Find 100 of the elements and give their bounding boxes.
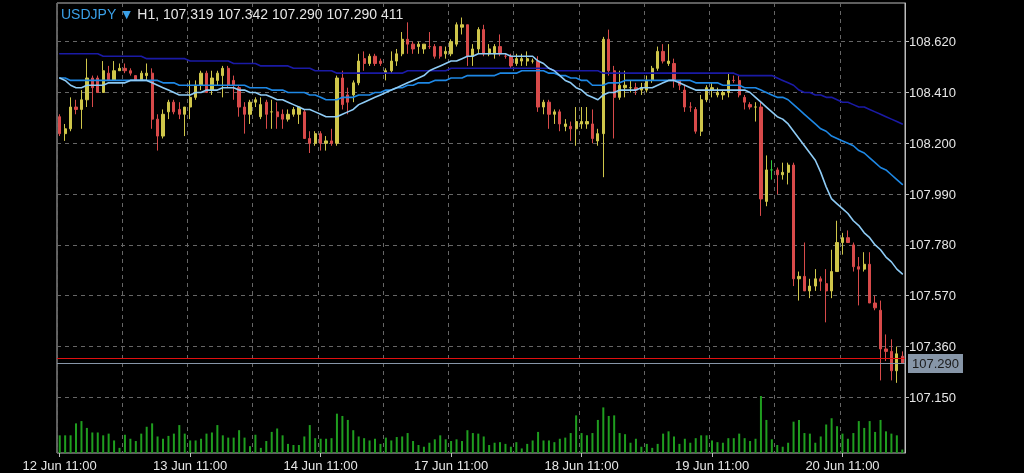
candlestick [466,24,469,67]
candlestick [346,87,349,115]
bar [118,447,121,453]
bar [672,436,675,453]
bar [433,439,436,453]
bar [613,415,616,453]
candlestick [868,251,871,304]
bar [178,425,181,453]
bar [575,415,578,453]
candlestick [781,162,784,181]
candlestick [591,108,594,144]
bar [520,448,523,453]
y-tick-label: 107.780 [909,237,956,253]
candlestick [161,108,165,139]
candlestick [330,128,333,147]
x-tick-label: 20 Jun 11:00 [805,458,880,473]
bar [836,426,839,453]
candlestick [401,31,404,57]
candlestick [129,67,132,77]
candlestick [558,108,561,132]
y-tick-label: 107.990 [909,186,956,202]
ref-line-label: 107.290 [912,355,959,371]
bar [319,438,322,453]
bar [346,419,349,453]
bar [172,433,175,453]
bar [515,442,518,453]
candlestick [216,70,219,86]
bar [156,436,159,453]
bar [569,433,572,453]
y-tick-label: 108.410 [909,85,956,101]
bar [618,433,621,453]
candlestick [748,101,752,110]
bar [721,442,724,453]
candlestick [151,67,154,130]
chart-title: USDJPY ▼ H1, 107.319 107.342 107.290 107.290 411 [61,6,404,22]
candlestick [417,41,420,55]
y-tick-label: 107.570 [909,288,956,304]
bar [586,435,588,453]
candlestick [520,53,523,67]
candlestick [857,256,860,306]
candlestick [335,75,339,147]
bar [450,441,453,453]
candlestick [596,128,599,147]
candlestick [656,46,659,72]
line-series [58,53,904,275]
bar [91,432,94,453]
candlestick [248,99,252,125]
candlestick [895,346,898,384]
candlestick [863,251,866,273]
candlestick [640,82,643,96]
bar [395,437,398,453]
bar [868,421,871,453]
candlestick [221,65,224,98]
bar [814,442,817,453]
candlestick [455,21,458,48]
bar [662,433,665,453]
candlestick [787,162,790,185]
bar [64,435,67,453]
candlestick [237,84,241,118]
bar [460,441,463,453]
candlestick [716,87,719,98]
bar [303,436,306,453]
bar [879,419,882,453]
bar [352,430,355,453]
candlestick [700,94,703,137]
candlestick [754,101,757,123]
bar [390,440,393,453]
candlestick [112,60,116,81]
x-tick-label: 12 Jun 11:00 [22,458,97,473]
candlestick [825,268,828,323]
bar [558,438,561,453]
bar [482,436,485,453]
bar [287,443,290,453]
bar [499,442,502,453]
candlestick [140,70,143,81]
bar [85,427,88,453]
candlestick [373,53,377,67]
bar [248,446,251,453]
bar [825,424,828,453]
candlestick [721,89,725,101]
candlestick [553,108,556,125]
bar [308,425,311,453]
bar [113,440,116,453]
bar [895,435,898,453]
bar [102,435,105,453]
bar [754,438,757,453]
candlestick [526,50,529,67]
bar [167,435,170,453]
candlestick [846,229,850,244]
bar [254,434,257,453]
candlestick [879,300,882,381]
bar [841,433,844,453]
bar [189,440,192,453]
bar [439,435,442,453]
bar [830,418,833,453]
bar [547,440,550,453]
bar [129,438,132,453]
bar [466,430,469,453]
candlestick [471,43,474,67]
bar [325,438,328,453]
